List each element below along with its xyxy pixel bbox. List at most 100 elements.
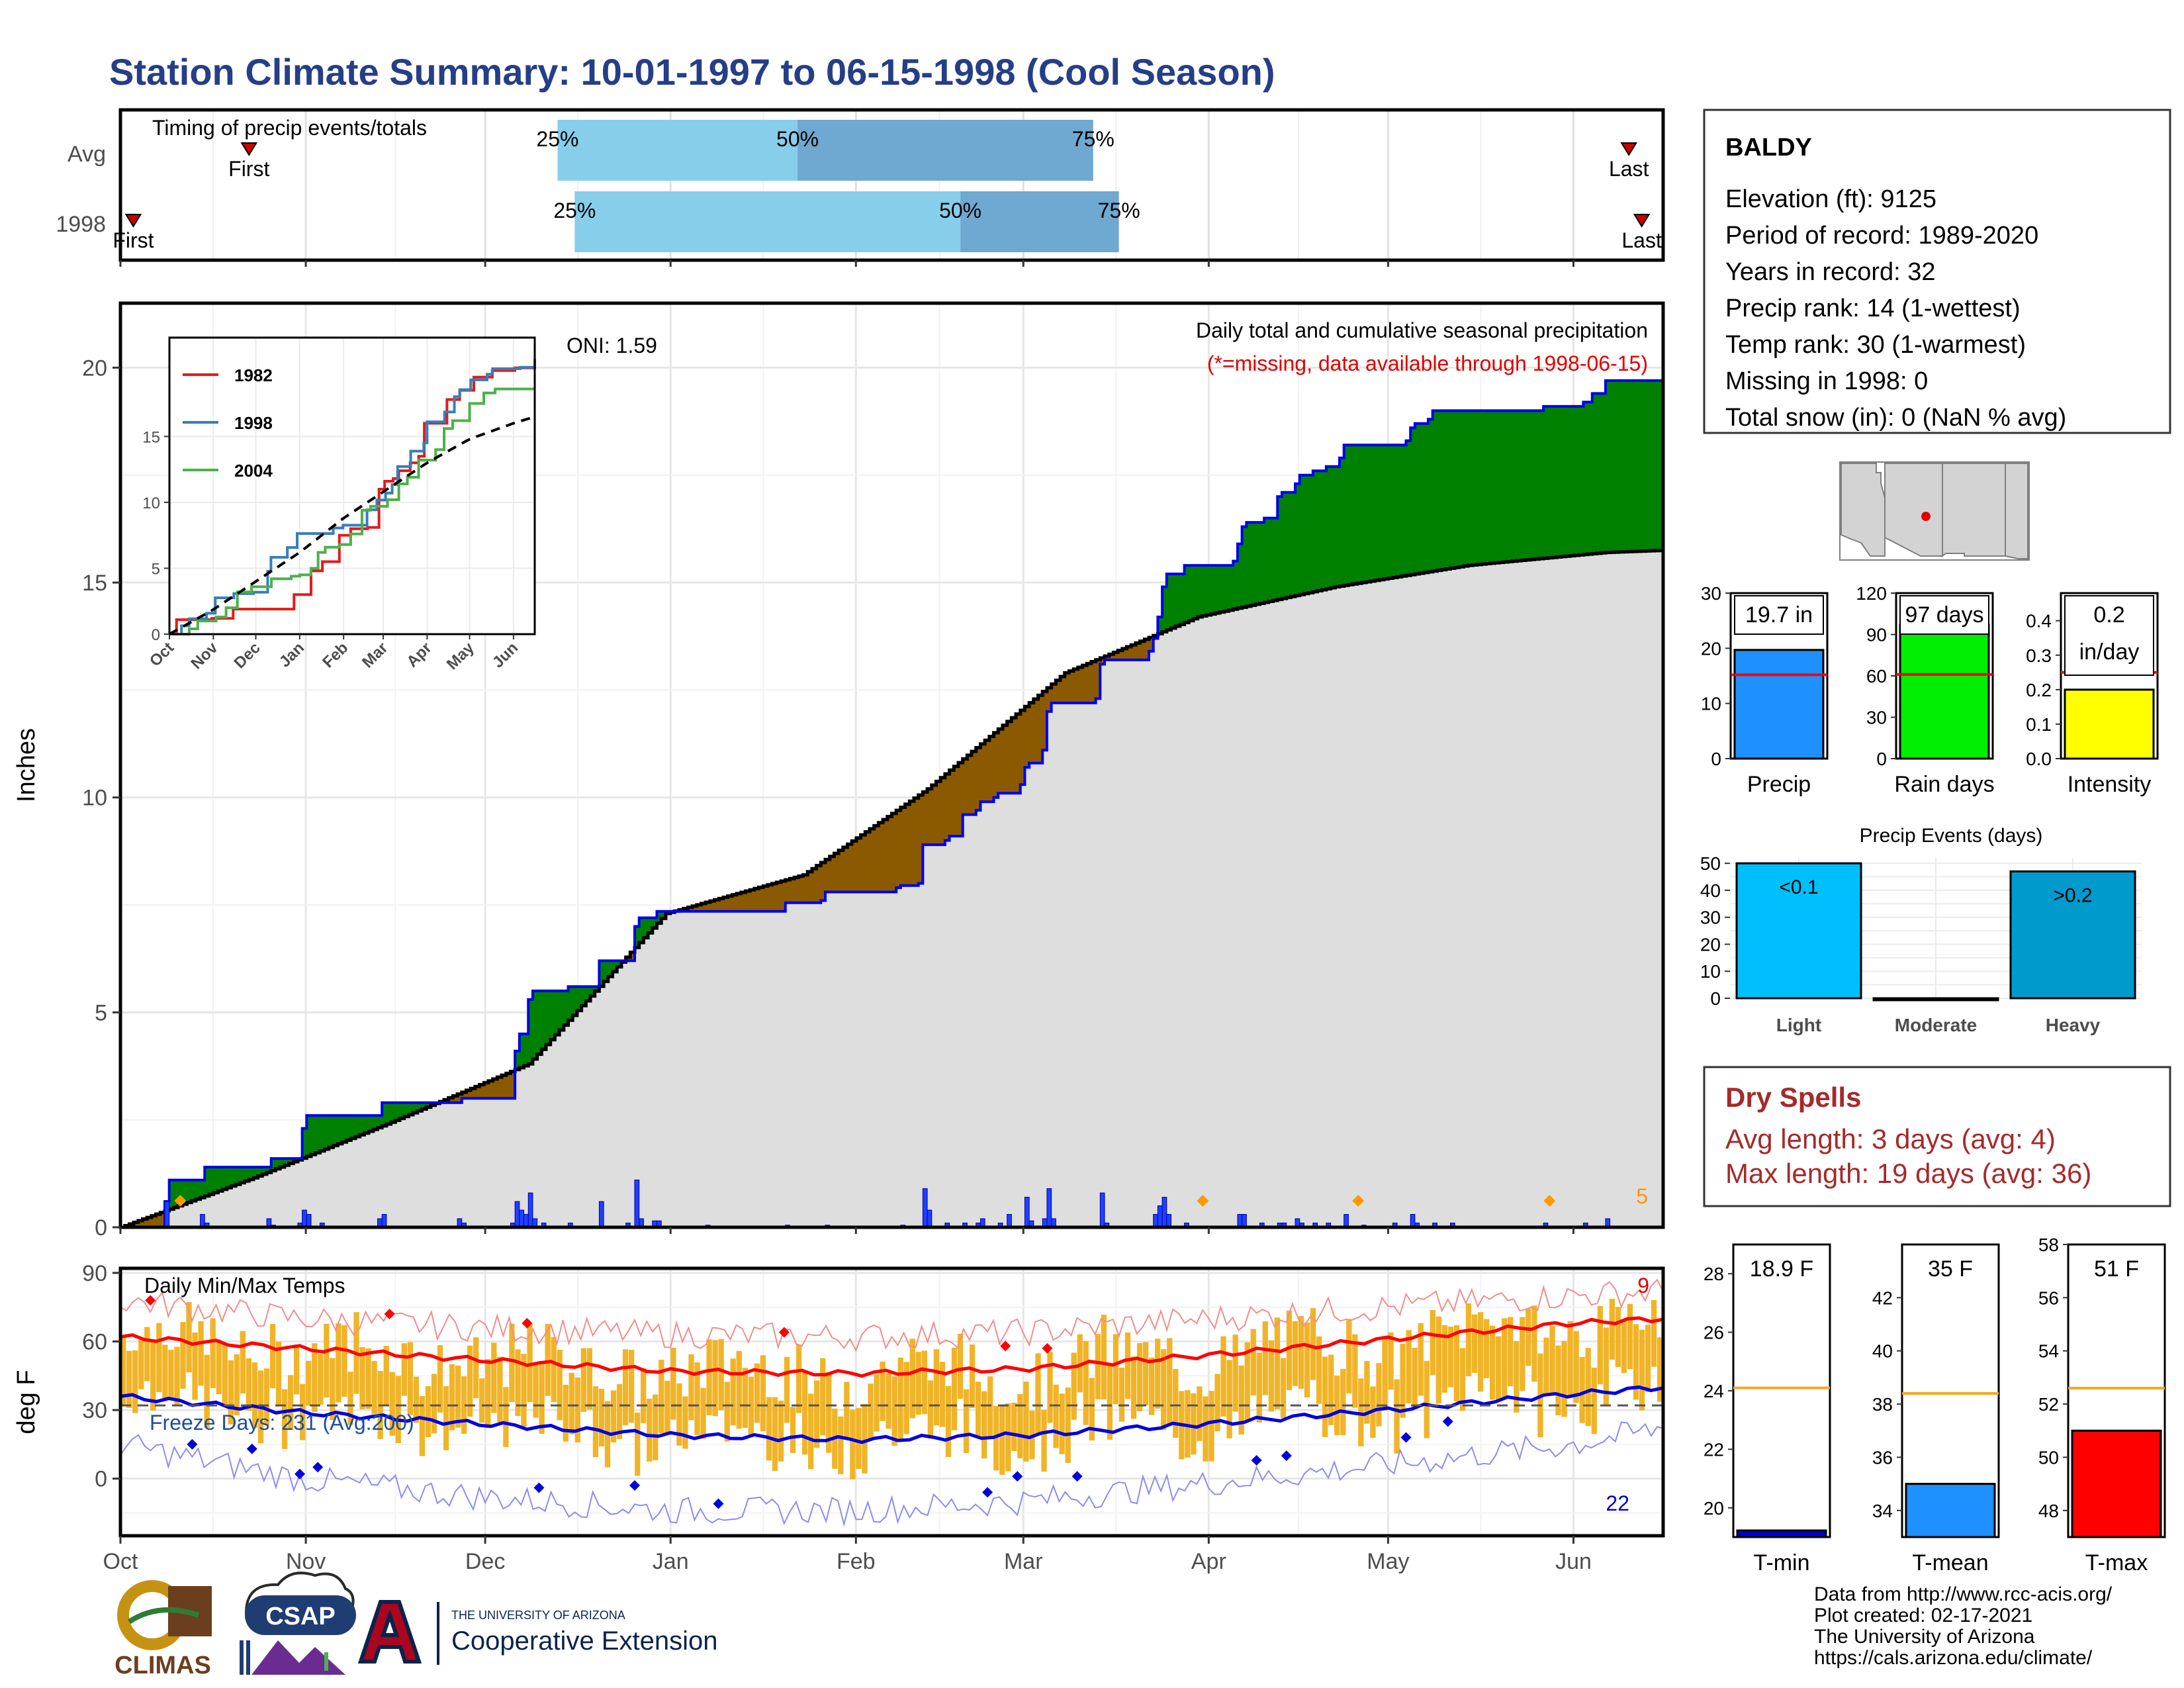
surplus-segment — [1636, 380, 1642, 551]
station-details: Elevation (ft): 9125 Period of record: 19… — [1725, 185, 2066, 432]
surplus-segment — [1632, 380, 1637, 552]
daily-temp-range-bar — [1615, 1307, 1621, 1368]
daily-temp-range-bar — [927, 1380, 934, 1439]
deficit-segment — [891, 813, 897, 892]
surplus-segment — [1481, 410, 1486, 565]
mini-bar-title-unit: in/day — [2079, 639, 2140, 665]
surplus-segment — [1335, 466, 1340, 587]
daily-temp-range-bar — [210, 1318, 216, 1388]
deficit-segment — [1095, 659, 1101, 699]
surplus-segment — [182, 1180, 188, 1205]
surplus-segment — [639, 917, 644, 943]
deficit-segment — [949, 770, 954, 837]
daily-temp-range-bar — [963, 1389, 970, 1453]
daily-temp-range-bar — [401, 1343, 407, 1396]
surplus-segment — [280, 1158, 285, 1168]
surplus-segment — [532, 990, 538, 1059]
daily-temp-range-bar — [653, 1394, 659, 1461]
footer-line: The University of Arizona — [1814, 1626, 2035, 1648]
surplus-segment — [262, 1167, 267, 1174]
daily-temp-range-bar — [1118, 1367, 1125, 1422]
surplus-segment — [1228, 565, 1234, 610]
daily-temp-range-bar — [1561, 1340, 1567, 1417]
daily-temp-range-bar — [1089, 1378, 1095, 1441]
daily-precip-bar — [1099, 1192, 1105, 1227]
surplus-segment — [1375, 445, 1380, 581]
daily-temp-range-bar — [1167, 1338, 1173, 1425]
deficit-segment — [940, 777, 946, 845]
deficit-segment — [688, 907, 693, 912]
daily-temp-range-bar — [1059, 1393, 1065, 1454]
daily-temp-range-bar — [874, 1374, 880, 1432]
events-category-label: Moderate — [1895, 1015, 1977, 1035]
surplus-segment — [351, 1115, 356, 1139]
surplus-segment — [1525, 410, 1531, 560]
daily-temp-range-bar — [1304, 1322, 1310, 1398]
deficit-segment — [923, 792, 928, 845]
mini-bar-title-box — [1734, 595, 1824, 635]
surplus-segment — [1494, 410, 1500, 563]
climas-wordmark: CLIMAS — [114, 1652, 211, 1679]
daily-temp-range-bar — [347, 1372, 353, 1425]
temp-summary-ytick-label: 24 — [1704, 1381, 1724, 1401]
daily-temp-range-bar — [1621, 1319, 1627, 1374]
record-low-marker — [1400, 1432, 1412, 1443]
daily-temp-range-bar — [814, 1380, 820, 1448]
precip-ytick-label: 10 — [82, 786, 107, 811]
month-label: Oct — [103, 1549, 138, 1574]
inset-average-line — [169, 415, 535, 635]
daily-temp-range-bar — [443, 1386, 449, 1450]
surplus-segment — [1547, 406, 1553, 558]
cumulative-1998-line — [120, 379, 1663, 1227]
surplus-segment — [1366, 445, 1371, 582]
surplus-segment — [1299, 475, 1305, 595]
daily-temp-range-bar — [1346, 1320, 1352, 1393]
daily-temp-range-bar — [359, 1347, 365, 1409]
deficit-segment — [967, 755, 972, 815]
daily-temp-range-bar — [1489, 1325, 1496, 1400]
deficit-segment — [506, 1073, 512, 1099]
daily-temp-range-bar — [563, 1384, 569, 1442]
daily-temp-range-bar — [263, 1368, 270, 1426]
daily-temp-range-bar — [1567, 1321, 1573, 1398]
surplus-segment — [1202, 565, 1207, 616]
surplus-segment — [1419, 423, 1424, 573]
daily-temp-range-bar — [497, 1356, 503, 1423]
surplus-segment — [1623, 380, 1629, 552]
mini-bar-ytick-label: 90 — [1866, 625, 1887, 645]
daily-temp-range-bar — [162, 1344, 168, 1401]
daily-temp-range-bar — [1185, 1390, 1191, 1458]
daily-temp-range-bar — [395, 1376, 401, 1443]
surplus-segment — [1193, 565, 1199, 619]
daily-temp-range-bar — [766, 1397, 772, 1461]
surplus-segment — [218, 1167, 223, 1192]
temp-summary-ytick-label: 40 — [1872, 1341, 1893, 1362]
temp-summary-ytick-label: 56 — [2038, 1288, 2059, 1308]
surplus-segment — [635, 926, 640, 948]
daily-temp-range-bar — [461, 1376, 467, 1434]
daily-temp-range-bar — [1465, 1303, 1472, 1377]
deficit-segment — [1056, 680, 1061, 703]
surplus-segment — [240, 1167, 246, 1183]
daily-temp-range-bar — [718, 1338, 724, 1411]
surplus-segment — [333, 1115, 338, 1146]
mini-bar-title: 97 days — [1905, 602, 1983, 628]
inset-legend: 1982 1998 2004 — [183, 365, 273, 481]
daily-temp-range-bar — [473, 1337, 479, 1399]
deficit-segment — [484, 1082, 489, 1099]
surplus-segment — [1246, 522, 1251, 606]
surplus-segment — [1379, 445, 1385, 580]
daily-temp-range-bar — [1298, 1316, 1304, 1389]
daily-temp-range-bar — [1508, 1317, 1514, 1387]
daily-temp-range-bar — [1095, 1334, 1101, 1399]
deficit-segment — [1073, 669, 1079, 703]
daily-temp-range-bar — [336, 1323, 341, 1403]
surplus-segment — [1654, 380, 1659, 551]
surplus-segment — [1242, 526, 1247, 608]
inset-ytick-label: 5 — [152, 560, 160, 578]
daily-temp-range-bar — [222, 1344, 228, 1407]
precip-ytick-label: 5 — [95, 1000, 107, 1025]
daily-temp-range-bar — [574, 1377, 580, 1443]
surplus-segment — [652, 917, 658, 929]
daily-precip-bar — [634, 1180, 640, 1227]
